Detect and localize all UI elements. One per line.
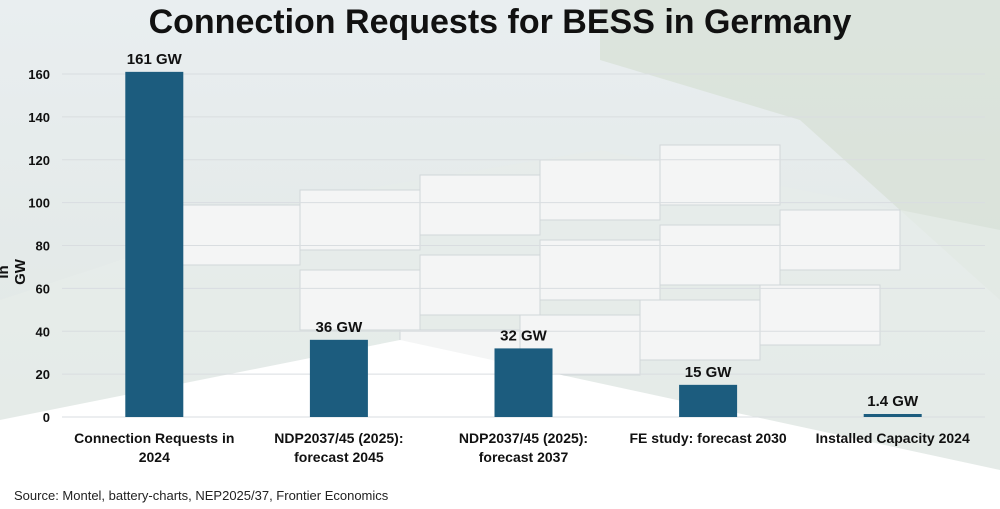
data-label: 161 GW xyxy=(127,51,183,68)
data-label: 15 GW xyxy=(685,364,733,381)
y-tick-label: 80 xyxy=(36,239,50,254)
x-tick-label: Connection Requests in 2024 xyxy=(74,430,234,465)
chart-title: Connection Requests for BESS in Germany xyxy=(148,3,852,41)
bar xyxy=(494,348,553,417)
x-tick-label: NDP2037/45 (2025): forecast 2045 xyxy=(274,430,403,465)
y-tick-label: 40 xyxy=(36,324,50,339)
bar xyxy=(309,339,368,417)
y-tick-label: 20 xyxy=(36,367,50,382)
y-axis-ticks: 0 20 40 60 80 100 120 140 160 xyxy=(28,67,50,425)
y-tick-label: 0 xyxy=(43,410,50,425)
bar xyxy=(679,384,738,417)
y-tick-label: 100 xyxy=(28,196,50,211)
bar xyxy=(863,413,922,417)
y-axis-label: in GW xyxy=(0,259,29,285)
data-label: 1.4 GW xyxy=(867,393,919,410)
data-label: 32 GW xyxy=(500,327,548,344)
x-tick-label: NDP2037/45 (2025): forecast 2037 xyxy=(459,430,588,465)
y-tick-label: 120 xyxy=(28,153,50,168)
x-tick-label: FE study: forecast 2030 xyxy=(630,430,787,446)
x-axis-labels: Connection Requests in 2024 NDP2037/45 (20… xyxy=(74,430,970,465)
bars xyxy=(125,71,922,417)
y-tick-label: 60 xyxy=(36,281,50,296)
y-tick-label: 140 xyxy=(28,110,50,125)
bar xyxy=(125,71,184,417)
source-note: Source: Montel, battery-charts, NEP2025/… xyxy=(14,488,389,503)
y-tick-label: 160 xyxy=(28,67,50,82)
data-labels: 161 GW 36 GW 32 GW 15 GW 1.4 GW xyxy=(127,51,919,410)
data-label: 36 GW xyxy=(316,319,364,336)
x-tick-label: Installed Capacity 2024 xyxy=(816,430,970,446)
